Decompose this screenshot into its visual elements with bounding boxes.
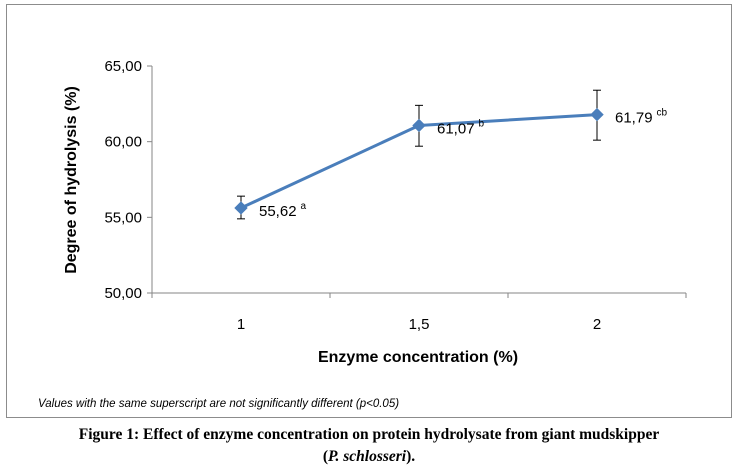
caption-species: P. schlosseri [328,448,407,465]
series-group: 55,62 a 61,07 b 61,79 cb [234,89,668,220]
data-point-marker [590,107,604,122]
chart-frame [6,4,732,418]
y-axis-title: Degree of hydrolysis (%) [63,86,80,274]
x-tick-label: 1,5 [409,316,430,333]
caption-line-2: (P. schlosseri). [0,446,738,468]
data-label: 61,79 [615,110,653,127]
data-label-superscript: b [479,118,485,129]
data-label-superscript: a [301,201,307,212]
y-tick-label: 60,00 [104,134,142,151]
x-axis-title: Enzyme concentration (%) [318,349,518,366]
data-point-marker [234,201,248,215]
caption-close: ). [406,448,416,465]
figure-caption: Figure 1: Effect of enzyme concentration… [0,424,738,468]
data-label: 55,62 [259,203,297,220]
x-axis-ticks: 1 1,5 2 [151,293,687,333]
y-tick-label: 55,00 [104,209,142,226]
x-tick-label: 2 [593,316,601,333]
x-tick-label: 1 [237,316,245,333]
data-label: 61,07 [437,120,475,137]
footnote: Values with the same superscript are not… [38,398,400,410]
caption-open-paren: ( [322,448,329,465]
y-tick-label: 65,00 [104,58,142,75]
caption-line-1: Figure 1: Effect of enzyme concentration… [78,426,660,443]
data-point-marker [412,118,426,133]
data-label-superscript: cb [657,108,668,119]
y-tick-label: 50,00 [104,285,142,302]
y-axis-ticks: 50,00 55,00 60,00 65,00 [104,58,152,302]
